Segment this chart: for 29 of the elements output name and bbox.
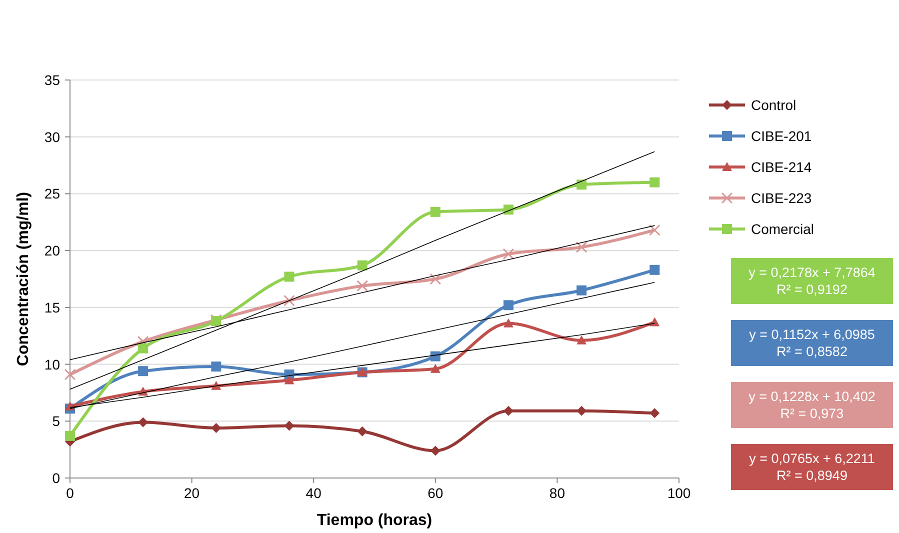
legend-label: CIBE-223: [751, 190, 812, 206]
legend-label: Control: [751, 97, 796, 113]
y-tick-label: 15: [44, 299, 60, 316]
legend-label: CIBE-214: [751, 159, 812, 175]
x-tick-label: 40: [306, 485, 322, 501]
y-tick-label: 25: [44, 186, 60, 202]
y-tick-label: 5: [52, 413, 60, 430]
legend-label: CIBE-201: [751, 128, 812, 144]
x-tick-label: 60: [428, 485, 444, 501]
legend-label: Comercial: [751, 221, 814, 237]
y-tick-label: 20: [44, 242, 60, 259]
x-axis-title: Tiempo (horas): [316, 512, 432, 529]
x-tick-label: 80: [549, 485, 566, 501]
x-tick-label: 20: [184, 485, 200, 501]
text: R² = 0,8949: [776, 468, 848, 483]
y-tick-label: 30: [44, 128, 60, 145]
y-tick-label: 10: [44, 356, 60, 372]
y-tick-label: 0: [52, 470, 60, 486]
y-axis-title: Concentración (mg/ml): [15, 192, 32, 366]
text: y = 0,1152x + 6,0985: [749, 327, 875, 342]
text: y = 0,1228x + 10,402: [748, 389, 876, 404]
text: y = 0,0765x + 6,2211: [749, 451, 875, 466]
x-tick-label: 0: [66, 485, 74, 501]
text: R² = 0,8582: [776, 344, 848, 359]
text: R² = 0,9192: [776, 282, 848, 297]
text: R² = 0,973: [780, 406, 844, 421]
y-tick-label: 35: [44, 72, 60, 88]
x-tick-label: 100: [667, 485, 691, 501]
text: y = 0,2178x + 7,7864: [748, 265, 876, 280]
